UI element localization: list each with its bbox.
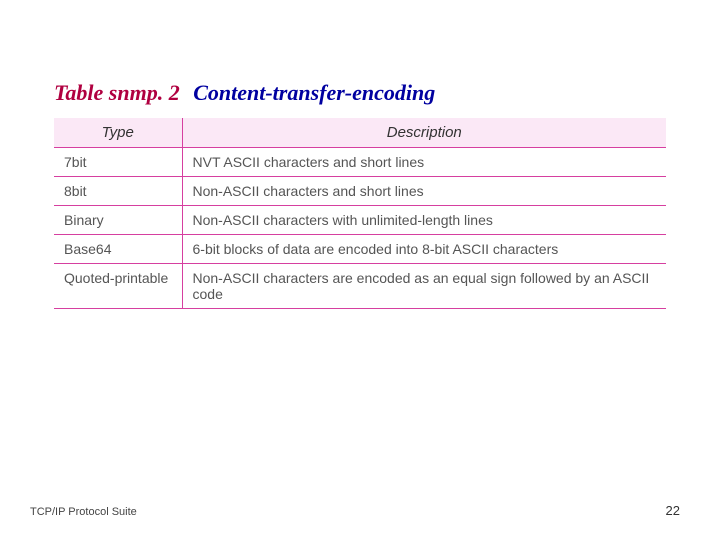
table-row: Base64 6-bit blocks of data are encoded … [54,235,666,264]
caption-label: Table snmp. 2 [54,80,180,105]
cell-desc: NVT ASCII characters and short lines [182,148,666,177]
cell-desc: 6-bit blocks of data are encoded into 8-… [182,235,666,264]
footer-source: TCP/IP Protocol Suite [30,506,137,518]
table-row: 7bit NVT ASCII characters and short line… [54,148,666,177]
table-row: 8bit Non-ASCII characters and short line… [54,177,666,206]
page-number: 22 [666,503,680,518]
table: Type Description 7bit NVT ASCII characte… [54,118,666,309]
cell-desc: Non-ASCII characters with unlimited-leng… [182,206,666,235]
table-header-row: Type Description [54,118,666,148]
cell-type: Base64 [54,235,182,264]
caption-title: Content-transfer-encoding [193,80,435,105]
table-row: Binary Non-ASCII characters with unlimit… [54,206,666,235]
encoding-table: Type Description 7bit NVT ASCII characte… [54,118,666,309]
cell-desc: Non-ASCII characters are encoded as an e… [182,264,666,309]
col-type: Type [54,118,182,148]
table-caption: Table snmp. 2 Content-transfer-encoding [54,80,435,106]
cell-type: Binary [54,206,182,235]
cell-type: 8bit [54,177,182,206]
cell-type: Quoted-printable [54,264,182,309]
table-row: Quoted-printable Non-ASCII characters ar… [54,264,666,309]
col-description: Description [182,118,666,148]
slide: Table snmp. 2 Content-transfer-encoding … [0,0,720,540]
cell-type: 7bit [54,148,182,177]
cell-desc: Non-ASCII characters and short lines [182,177,666,206]
